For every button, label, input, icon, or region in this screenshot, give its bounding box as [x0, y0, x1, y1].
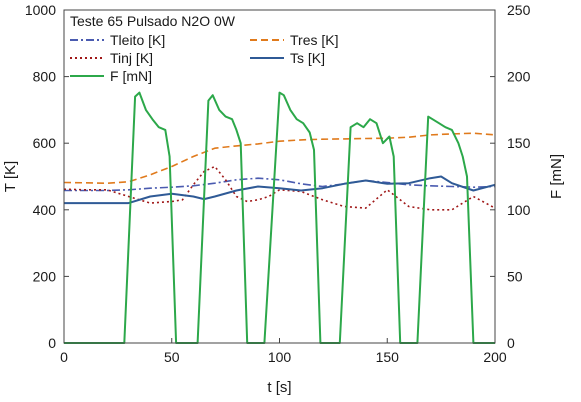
labels-layer: 0 50 100 150 2000200400600800100005010015020…: [25, 2, 531, 365]
series-line-0: [64, 177, 496, 192]
y-axis-title: T [K]: [2, 161, 19, 192]
legend-label: Ts [K]: [290, 50, 325, 66]
y2-axis-title: F [mN]: [548, 154, 565, 199]
y-tick-label: 1000: [25, 2, 56, 18]
x-tick-label: 150: [376, 349, 400, 365]
y2-tick-label: 150: [507, 135, 531, 151]
chart-title: Teste 65 Pulsado N2O 0W: [70, 13, 236, 29]
x-axis-title: t [s]: [267, 379, 291, 396]
x-tick-label: 100: [268, 349, 292, 365]
y2-tick-label: 200: [507, 69, 531, 85]
legend: Tleito [K] Tres [K] Tinj [K] Ts [K] F [mN]: [70, 32, 339, 84]
series-line-2: [63, 165, 496, 211]
y-tick-label: 800: [33, 69, 57, 85]
y2-tick-label: 250: [507, 2, 531, 18]
y-tick-label: 600: [33, 135, 57, 151]
legend-label: Tinj [K]: [110, 50, 153, 66]
ticks-layer: [63, 9, 496, 344]
y2-tick-label: 50: [507, 268, 523, 284]
y-tick-label: 400: [33, 202, 57, 218]
x-tick-label: 0: [60, 349, 68, 365]
y2-tick-label: 0: [507, 335, 515, 351]
series-line-1: [63, 132, 496, 184]
x-tick-label: 50: [164, 349, 180, 365]
series-layer: [63, 91, 496, 344]
legend-label: Tres [K]: [290, 32, 339, 48]
legend-label: Tleito [K]: [110, 32, 165, 48]
legend-label: F [mN]: [110, 68, 152, 84]
y-tick-label: 0: [48, 335, 56, 351]
series-line-4: [64, 91, 495, 344]
y2-tick-label: 100: [507, 202, 531, 218]
y-tick-label: 200: [33, 268, 57, 284]
x-tick-label: 200: [483, 349, 507, 365]
series-line-3: [64, 175, 496, 205]
